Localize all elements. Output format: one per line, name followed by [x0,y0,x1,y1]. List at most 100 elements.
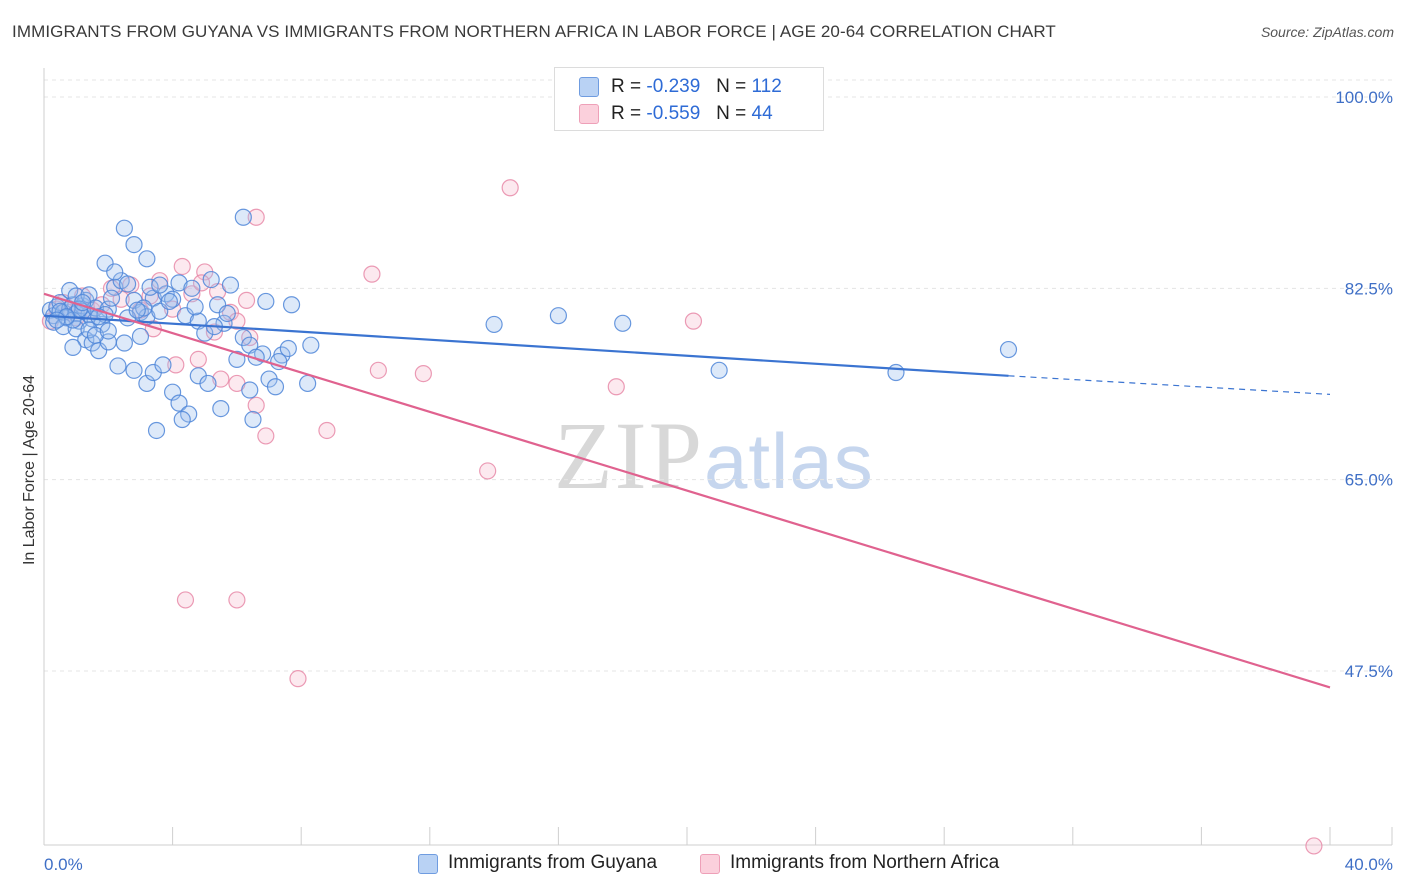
legend-n-label: N = [716,103,747,124]
watermark-zip: ZIP [554,402,704,509]
data-point-nafrica [176,591,195,609]
data-point-nafrica [192,274,211,292]
data-point-guyana [138,250,156,268]
data-point-guyana [209,296,227,314]
data-point-nafrica [318,421,336,440]
data-point-guyana [154,356,172,374]
data-point-guyana [183,279,201,297]
data-point-guyana [151,276,169,294]
data-point-guyana [199,374,217,393]
x-tick-label: 0.0% [44,855,83,874]
data-point-guyana [128,301,146,319]
data-point-guyana [147,421,166,440]
y-tick-label: 65.0% [1345,471,1393,490]
data-point-nafrica [228,591,246,609]
data-point-guyana [241,381,259,399]
x-tick-label: 40.0% [1345,855,1393,874]
trend-line-guyana-extension [1008,375,1331,395]
data-point-guyana [173,410,191,429]
data-point-guyana [549,307,568,325]
data-point-guyana [279,339,297,358]
data-point-guyana [106,278,124,296]
data-point-guyana [186,298,204,316]
data-point-guyana [302,336,320,354]
data-point-guyana [299,374,317,393]
legend-r-label: R = [611,76,642,97]
data-point-nafrica [212,370,230,388]
data-point-guyana [115,334,133,352]
data-point-nafrica [369,361,387,379]
data-point-guyana [86,326,105,344]
y-tick-label: 82.5% [1345,279,1393,298]
data-point-guyana [257,292,275,311]
bottom-legend-swatch-guyana [418,854,438,874]
axes [43,68,1393,846]
legend-n-label: N = [716,76,747,97]
data-point-guyana [710,361,728,379]
data-point-guyana [228,350,246,368]
data-point-guyana [485,315,503,334]
y-axis-label: In Labor Force | Age 20-64 [21,374,38,566]
data-point-nafrica [183,285,201,303]
tick-labels: 47.5% 65.0% 82.5% 100.0% 0.0% 40.0% [44,88,1393,874]
data-point-guyana [99,322,117,340]
bottom-legend-swatch-nafrica [700,854,720,874]
data-point-guyana [125,361,143,379]
data-point-guyana [999,340,1018,359]
data-point-guyana [106,263,124,281]
data-point-nafrica [247,208,265,226]
data-point-guyana [67,320,85,338]
bottom-legend-label-guyana: Immigrants from Guyana [448,852,658,873]
trend-line-nafrica [43,292,1331,689]
data-point-guyana [887,363,905,382]
data-point-nafrica [289,670,307,688]
data-point-nafrica [479,462,497,480]
data-point-nafrica [501,179,519,197]
data-point-guyana [212,400,230,418]
data-point-guyana [244,410,262,429]
data-point-guyana [160,292,178,311]
data-point-nafrica [237,291,256,309]
data-point-guyana [170,394,188,412]
data-point-nafrica [684,312,703,330]
correlation-legend: R = -0.239 N = 112 R = -0.559 N = 44 [554,67,824,131]
watermark: ZIPatlas [554,400,874,511]
series-guyana-points [41,208,1018,440]
data-point-guyana [135,299,153,317]
data-point-guyana [109,357,127,375]
data-point-nafrica [189,350,207,368]
data-point-guyana [64,338,82,356]
chart-title: IMMIGRANTS FROM GUYANA VS IMMIGRANTS FRO… [12,22,1056,41]
legend-n-value-nafrica: 44 [751,103,773,124]
data-point-nafrica [1305,837,1323,855]
data-point-guyana [138,374,156,393]
legend-r-label: R = [611,103,642,124]
bottom-legend-label-nafrica: Immigrants from Northern Africa [730,852,1000,873]
data-point-guyana [218,304,236,323]
y-tick-label: 47.5% [1345,662,1393,681]
data-point-guyana [48,311,66,329]
watermark-atlas: atlas [704,417,874,505]
data-point-guyana [131,327,150,346]
data-point-guyana [270,352,288,371]
data-point-guyana [234,208,252,226]
data-point-guyana [164,383,182,401]
legend-swatch-guyana [579,77,599,97]
data-point-guyana [118,275,137,293]
data-point-guyana [614,314,632,332]
data-point-nafrica [247,396,265,414]
legend-r-value-nafrica: -0.559 [646,103,701,124]
data-point-nafrica [363,265,381,283]
trend-line-guyana [43,314,1009,377]
data-point-guyana [115,219,133,237]
data-point-guyana [282,296,301,314]
data-point-guyana [202,270,220,289]
data-point-guyana [102,289,121,307]
data-point-guyana [170,274,188,292]
data-point-guyana [125,236,143,254]
legend-n-value-guyana: 112 [751,76,782,97]
data-point-nafrica [414,365,432,383]
data-point-guyana [221,276,240,294]
source-credit: Source: ZipAtlas.com [1260,24,1394,40]
